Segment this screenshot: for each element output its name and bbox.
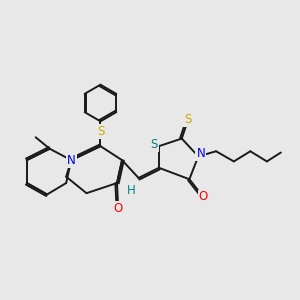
Text: H: H <box>127 184 135 197</box>
Text: N: N <box>67 154 76 167</box>
Text: O: O <box>199 190 208 203</box>
Text: S: S <box>151 138 158 152</box>
Text: O: O <box>114 202 123 215</box>
Text: N: N <box>196 147 205 160</box>
Text: S: S <box>184 113 192 126</box>
Text: S: S <box>97 125 104 138</box>
